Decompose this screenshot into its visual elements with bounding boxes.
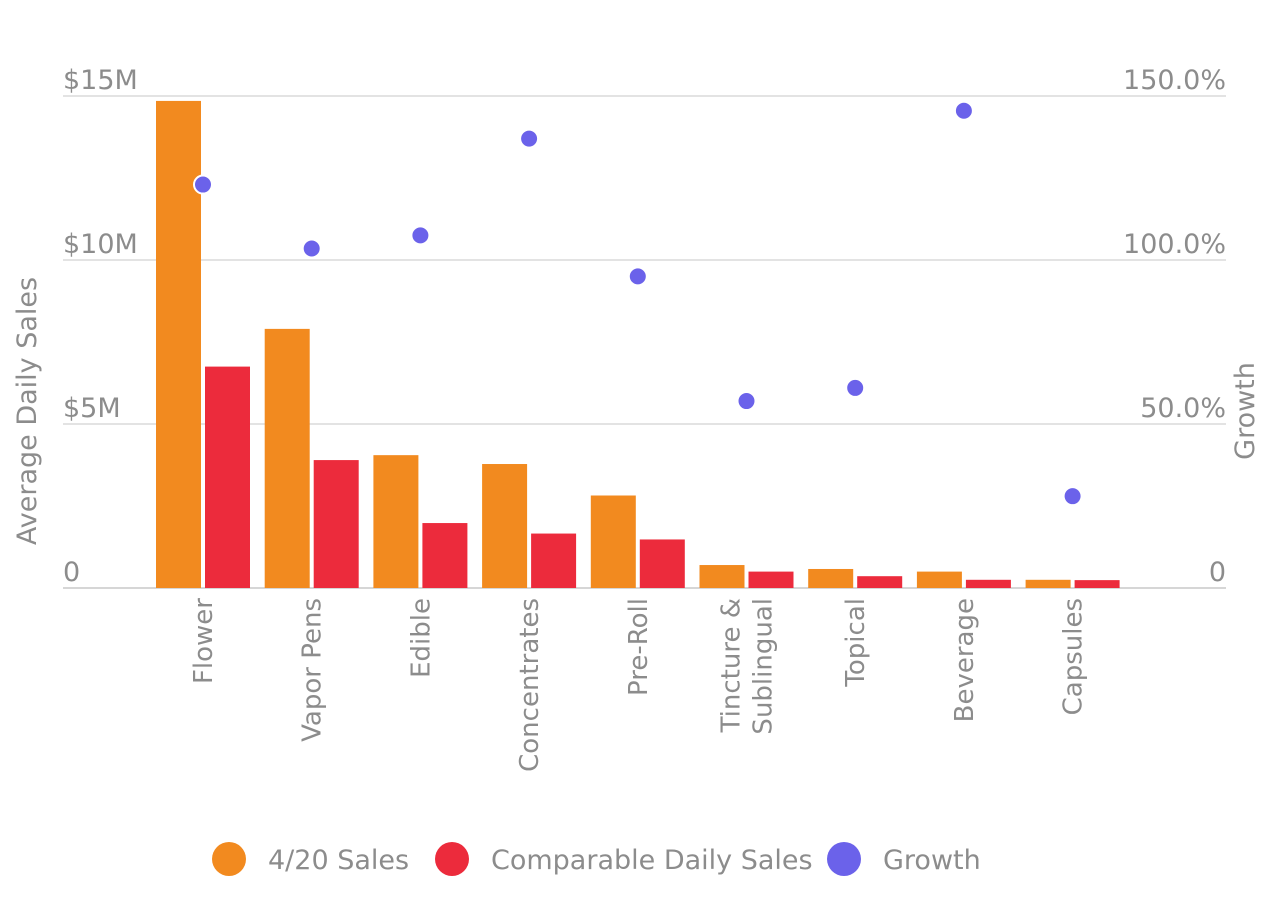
left-tick-label: 0 [63,557,80,588]
legend-marker [827,842,861,876]
left-tick-label: $10M [63,229,138,260]
right-tick-label: 150.0% [1123,65,1226,96]
legend-label: 4/20 Sales [268,845,409,876]
left-tick-label: $5M [63,393,121,424]
bar-420-sales [699,565,745,588]
bar-comparable-daily-sales [965,579,1011,588]
legend-label: Growth [883,845,981,876]
right-tick-label: 0 [1209,557,1226,588]
growth-point [953,100,974,121]
bar-comparable-daily-sales [1074,580,1120,588]
bar-420-sales [373,455,419,588]
bar-comparable-daily-sales [748,571,794,588]
legend-marker [212,842,246,876]
bar-comparable-daily-sales [313,460,359,588]
category-label: Pre-Roll [624,598,654,696]
bar-420-sales [156,100,201,589]
legend-marker [435,842,469,876]
bar-420-sales [590,495,636,588]
category-axis: Flower Vapor Pens Edible Concentrates Pre-Ro… [189,598,1089,772]
right-tick-label: 50.0% [1140,393,1226,424]
legend: 4/20 Sales Comparable Daily Sales Growth [212,842,981,876]
category-label: Vapor Pens [298,598,328,742]
bar-420-sales [916,571,962,588]
growth-points [193,100,1083,507]
category-label: Sublingual [749,598,779,735]
left-tick-label: $15M [63,65,138,96]
growth-point [301,238,322,259]
bar-comparable-daily-sales [531,533,577,588]
growth-point [410,225,431,246]
bar-420-sales [808,568,854,588]
category-label: Beverage [950,598,980,722]
bar-comparable-daily-sales [857,576,903,588]
bar-420-sales [264,328,310,588]
growth-point [845,377,866,398]
legend-item[interactable]: Comparable Daily Sales [435,842,813,876]
bar-comparable-daily-sales [205,366,250,588]
right-axis: 0 50.0% 100.0% 150.0% [1123,65,1226,588]
bar-comparable-daily-sales [639,539,685,588]
growth-point [1062,486,1083,507]
category-label: Topical [841,598,871,688]
left-axis: 0 $5M $10M $15M [63,65,138,588]
left-axis-title: Average Daily Sales [12,277,43,545]
bar-420-sales [1025,579,1071,588]
bar-comparable-daily-sales [422,523,468,588]
growth-point [193,174,213,195]
growth-point [519,128,540,149]
category-label: Flower [189,598,219,684]
category-label: Edible [406,598,436,678]
right-axis-title: Growth [1230,362,1261,460]
category-label: Concentrates [515,598,545,772]
growth-point [627,266,648,287]
legend-label: Comparable Daily Sales [491,845,813,876]
legend-item[interactable]: Growth [827,842,981,876]
category-label: Capsules [1059,598,1089,715]
right-tick-label: 100.0% [1123,229,1226,260]
category-label: Tincture & [717,598,747,733]
growth-point [736,391,757,412]
bars [156,100,1120,589]
legend-item[interactable]: 4/20 Sales [212,842,409,876]
bar-420-sales [482,464,528,588]
